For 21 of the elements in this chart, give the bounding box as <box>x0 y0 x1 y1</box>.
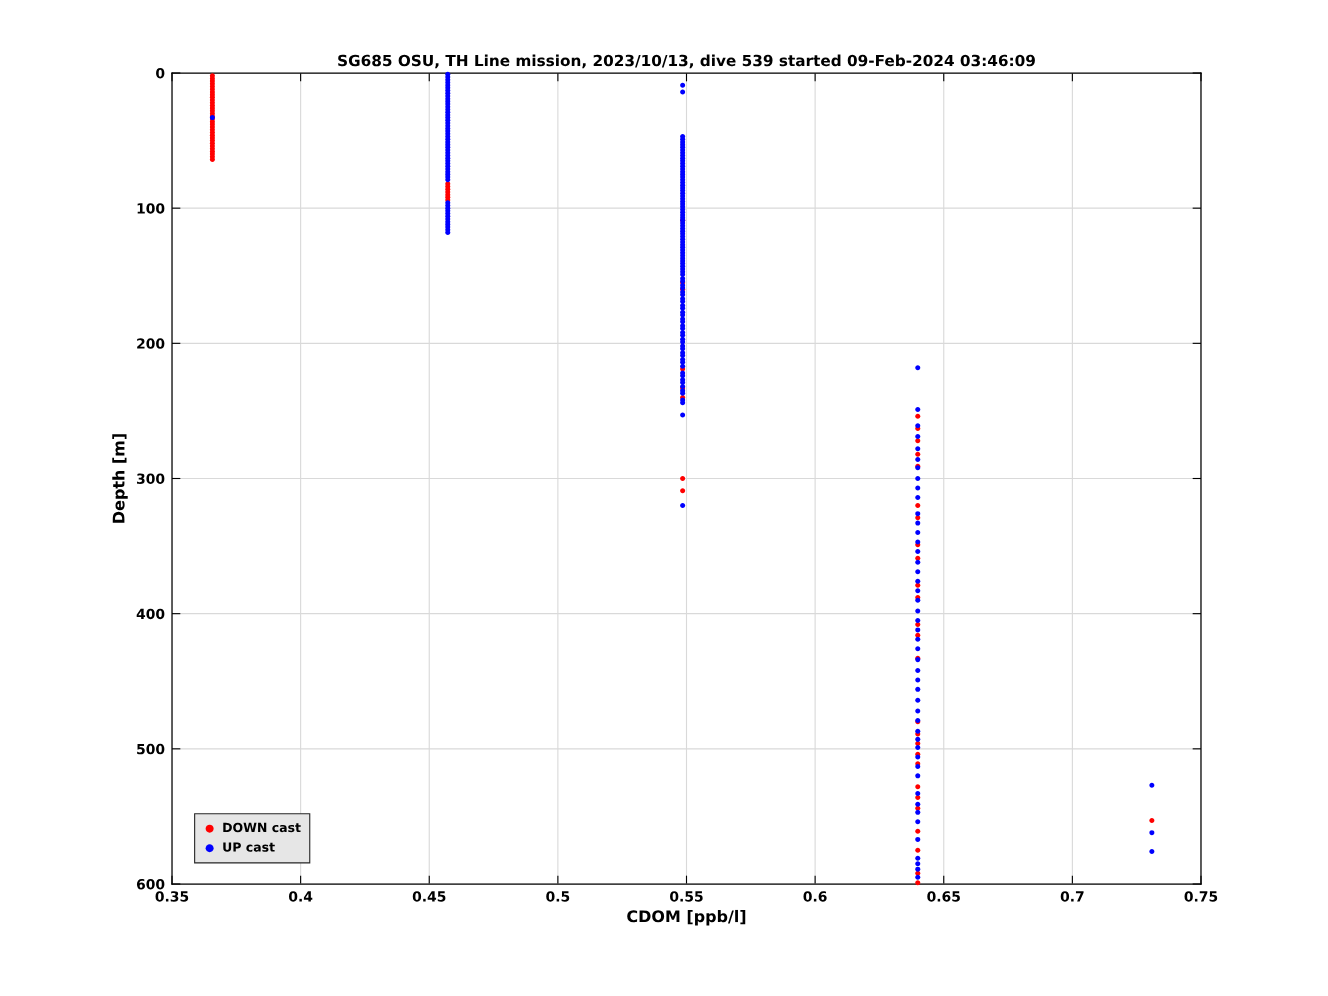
x-tick-label: 0.6 <box>803 891 827 902</box>
legend-label: UP cast <box>223 842 275 852</box>
x-tick-label: 0.45 <box>412 891 446 902</box>
y-tick-label: 500 <box>137 743 165 755</box>
x-tick-label: 0.7 <box>1060 891 1084 902</box>
y-tick-label: 400 <box>136 608 165 620</box>
y-axis-title: Depth [m] <box>112 434 128 523</box>
y-tick-label: 600 <box>136 878 165 890</box>
x-tick-label: 0.65 <box>927 891 960 902</box>
x-tick-label: 0.5 <box>546 891 570 902</box>
y-tick-label: 200 <box>137 338 165 349</box>
y-tick-label: 300 <box>136 473 165 484</box>
legend-label: DOWN cast <box>223 822 301 833</box>
x-axis-title: CDOM [ppb/l] <box>627 909 746 926</box>
x-tick-label: 0.35 <box>155 891 189 902</box>
chart-title: SG685 OSU, TH Line mission, 2023/10/13, dive 539 started 09-Feb-2024 03:46:09 <box>338 54 1035 69</box>
y-tick-label: 100 <box>137 203 165 214</box>
y-tick-label: 0 <box>156 67 165 79</box>
x-tick-label: 0.75 <box>1184 891 1218 902</box>
x-tick-label: 0.4 <box>288 891 313 902</box>
x-tick-label: 0.55 <box>670 891 703 902</box>
